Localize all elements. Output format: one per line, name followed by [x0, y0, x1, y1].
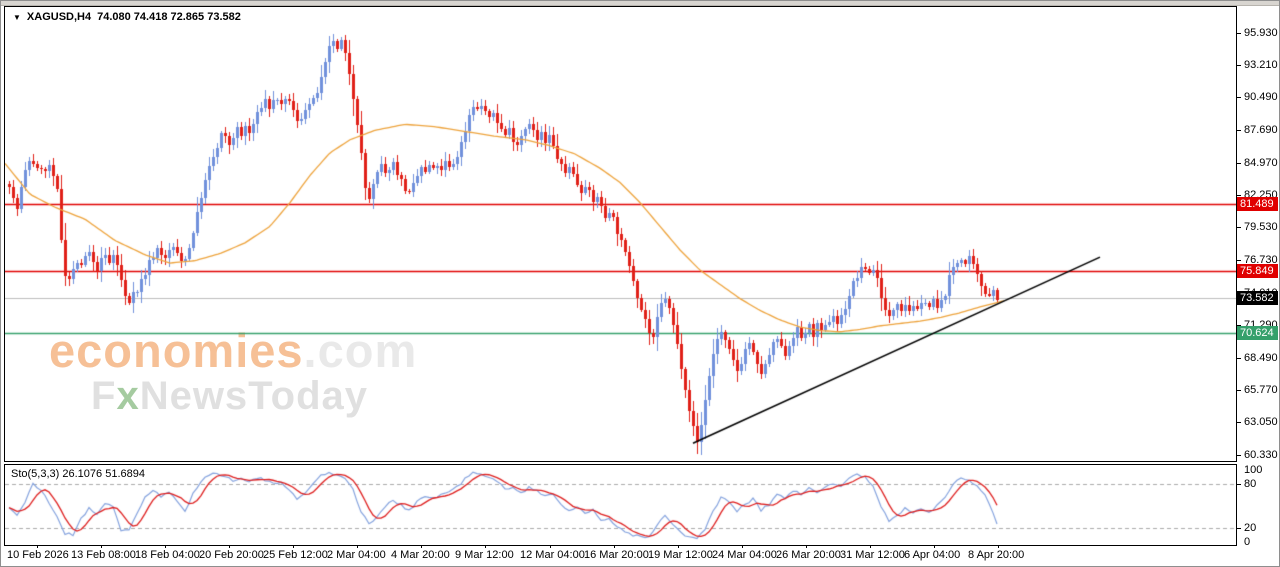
time-tick-mark	[165, 545, 166, 548]
price-tick-label: 76.730	[1244, 254, 1278, 266]
price-tick-mark	[1237, 260, 1241, 261]
time-tick-mark	[742, 545, 743, 548]
time-tick-label: 13 Feb 08:00	[71, 549, 136, 561]
price-tick-mark	[1237, 455, 1241, 456]
price-tick-mark	[1237, 325, 1241, 326]
time-tick-mark	[229, 545, 230, 548]
stochastic-pane: Sto(5,3,3) 26.1076 51.6894	[4, 464, 1237, 546]
symbol-ohlc-values: 74.080 74.418 72.865 73.582	[97, 11, 241, 23]
stochastic-d-value: 51.6894	[105, 468, 145, 480]
main-chart-pane: economies.com FxNewsToday ▼ XAGUSD,H4 74…	[4, 6, 1237, 462]
time-tick-label: 20 Feb 20:00	[199, 549, 264, 561]
price-tick-label: 93.210	[1244, 59, 1278, 71]
time-tick-mark	[806, 545, 807, 548]
symbol-dropdown-icon[interactable]: ▼	[13, 12, 21, 22]
price-marker-box: 75.849	[1237, 264, 1278, 278]
symbol-timeframe-label: XAGUSD,H4	[26, 11, 92, 23]
price-tick-label: 68.490	[1244, 352, 1278, 364]
time-tick-label: 10 Feb 2026	[7, 549, 69, 561]
price-tick-label: 63.050	[1244, 416, 1278, 428]
time-tick-label: 4 Mar 20:00	[391, 549, 450, 561]
time-tick-label: 12 Mar 04:00	[520, 549, 585, 561]
time-tick-label: 6 Apr 04:00	[904, 549, 961, 561]
price-tick-mark	[1237, 97, 1241, 98]
price-tick-label: 65.770	[1244, 384, 1278, 396]
time-tick-label: 16 Mar 20:00	[584, 549, 649, 561]
price-tick-mark	[1237, 195, 1241, 196]
sto-scale-label: 80	[1244, 478, 1257, 490]
time-tick-mark	[37, 545, 38, 548]
price-tick-mark	[1237, 163, 1241, 164]
time-axis: 10 Feb 2026 13 Feb 08:00 18 Feb 04:00 20 Fe…	[4, 545, 1237, 565]
time-tick-mark	[421, 545, 422, 548]
chart-content: economies.com FxNewsToday ▼ XAGUSD,H4 74…	[1, 6, 1279, 566]
price-tick-label: 87.690	[1244, 124, 1278, 136]
price-tick-label: 84.970	[1244, 157, 1278, 169]
time-tick-mark	[614, 545, 615, 548]
stochastic-canvas[interactable]	[5, 465, 1236, 545]
price-tick-label: 90.490	[1244, 91, 1278, 103]
chart-column: economies.com FxNewsToday ▼ XAGUSD,H4 74…	[1, 6, 1237, 566]
symbol-info: ▼ XAGUSD,H4 74.080 74.418 72.865 73.582	[13, 11, 241, 23]
time-tick-mark	[293, 545, 294, 548]
price-marker-box: 73.582	[1237, 291, 1278, 305]
sto-scale-label: 20	[1244, 522, 1257, 534]
time-tick-mark	[678, 545, 679, 548]
time-tick-label: 18 Feb 04:00	[135, 549, 200, 561]
time-tick-mark	[357, 545, 358, 548]
sto-tick-mark	[1237, 528, 1241, 529]
stochastic-k-value: 26.1076	[62, 468, 103, 480]
price-tick-mark	[1237, 390, 1241, 391]
time-tick-mark	[934, 545, 935, 548]
price-axis: 95.930 93.210 90.490 87.690 84.970 82.250 79.5…	[1237, 6, 1278, 566]
price-tick-mark	[1237, 33, 1241, 34]
price-tick-mark	[1237, 130, 1241, 131]
time-tick-label: 9 Mar 12:00	[455, 549, 514, 561]
time-tick-label: 2 Mar 04:00	[327, 549, 386, 561]
time-tick-label: 26 Mar 20:00	[776, 549, 841, 561]
main-chart-canvas[interactable]	[5, 7, 1236, 461]
time-tick-mark	[870, 545, 871, 548]
window-top-strip	[1, 1, 1279, 6]
stochastic-name: Sto(5,3,3)	[11, 468, 60, 480]
sto-scale-label: 0	[1244, 536, 1251, 548]
time-tick-label: 8 Apr 20:00	[968, 549, 1025, 561]
sto-scale-label: 100	[1244, 464, 1263, 476]
time-tick-label: 25 Feb 12:00	[263, 549, 328, 561]
price-tick-label: 60.330	[1244, 449, 1278, 461]
stochastic-label: Sto(5,3,3) 26.1076 51.6894	[11, 468, 145, 480]
price-marker-box: 70.624	[1237, 326, 1278, 340]
time-tick-mark	[550, 545, 551, 548]
price-marker-box: 81.489	[1237, 197, 1278, 211]
price-tick-mark	[1237, 422, 1241, 423]
time-tick-label: 19 Mar 12:00	[648, 549, 713, 561]
price-tick-label: 95.930	[1244, 27, 1278, 39]
time-tick-label: 24 Mar 04:00	[712, 549, 777, 561]
price-tick-label: 79.530	[1244, 221, 1278, 233]
sto-tick-mark	[1237, 484, 1241, 485]
price-tick-mark	[1237, 358, 1241, 359]
price-tick-mark	[1237, 65, 1241, 66]
time-tick-label: 31 Mar 12:00	[840, 549, 905, 561]
time-tick-mark	[998, 545, 999, 548]
price-tick-mark	[1237, 227, 1241, 228]
time-tick-mark	[101, 545, 102, 548]
time-tick-mark	[485, 545, 486, 548]
